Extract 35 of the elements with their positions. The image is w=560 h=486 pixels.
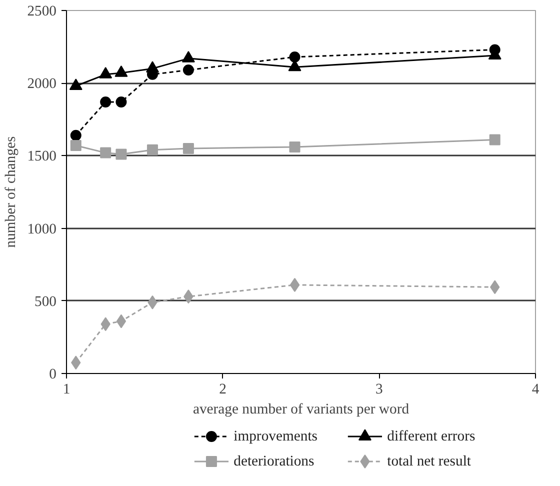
point	[289, 141, 300, 152]
point	[182, 142, 194, 154]
y-tick-label: 500	[34, 294, 56, 310]
legend-label: improvements	[234, 428, 318, 444]
point	[182, 64, 194, 76]
point	[69, 78, 82, 90]
point	[70, 140, 82, 152]
y-tick-label: 2000	[27, 76, 56, 92]
point	[489, 134, 500, 146]
y-axis-title: number of changes	[3, 136, 20, 248]
point	[99, 66, 112, 78]
y-tick-label: 1500	[27, 148, 56, 165]
point	[116, 314, 126, 328]
point	[289, 51, 300, 62]
x-tick-label: 2	[219, 382, 226, 398]
point	[100, 96, 112, 108]
point	[146, 61, 159, 73]
x-axis-title: average number of variants per word	[192, 402, 410, 418]
point	[116, 96, 127, 108]
legend-label: total net result	[387, 454, 471, 470]
legend-label: different errors	[387, 428, 476, 444]
point	[100, 147, 112, 158]
point	[182, 50, 195, 62]
x-tick-label: 3	[376, 382, 383, 398]
y-tick-label: 0	[49, 366, 56, 382]
point	[116, 148, 127, 160]
x-tick-label: 1	[62, 382, 70, 398]
y-tick-label: 1000	[27, 221, 56, 238]
point	[114, 66, 128, 77]
point	[70, 130, 82, 141]
y-tick-label: 2500	[27, 4, 56, 20]
x-tick-label: 4	[532, 382, 540, 398]
point	[146, 144, 158, 156]
legend-label: deteriorations	[234, 454, 315, 470]
point	[290, 278, 300, 292]
